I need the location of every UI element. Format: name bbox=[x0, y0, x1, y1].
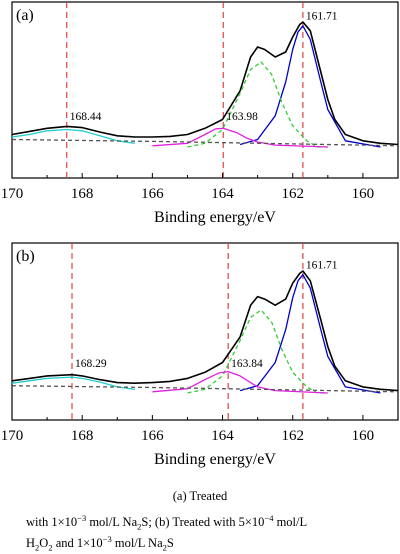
x-tick-label: 168 bbox=[71, 186, 94, 202]
caption-exponent: −4 bbox=[264, 512, 274, 523]
x-tick-label: 162 bbox=[281, 186, 304, 202]
caption-text: H bbox=[26, 536, 36, 550]
caption-exponent: −3 bbox=[77, 512, 87, 523]
peak-annotation: 163.84 bbox=[231, 358, 263, 370]
caption-exponent: −3 bbox=[102, 533, 112, 544]
panel-label: (b) bbox=[16, 248, 35, 265]
series-line bbox=[11, 385, 399, 393]
peak-annotation: 161.71 bbox=[306, 260, 338, 272]
caption-text: with 1×10 bbox=[26, 515, 78, 529]
series-line bbox=[187, 61, 328, 148]
peak-annotation: 161.71 bbox=[306, 11, 338, 23]
caption-text: mol/L Na bbox=[111, 536, 163, 550]
caption-text: mol/L Na bbox=[86, 515, 138, 529]
series-line bbox=[152, 370, 328, 394]
caption-text: S; (b) Treated with 5×10 bbox=[141, 515, 265, 529]
series-line bbox=[187, 309, 328, 394]
x-tick-label: 166 bbox=[141, 428, 164, 444]
x-tick-label: 164 bbox=[211, 186, 234, 202]
x-tick-label: 170 bbox=[1, 428, 24, 444]
series-line bbox=[11, 270, 399, 392]
caption-text: mol/L bbox=[273, 515, 308, 529]
plot-frame bbox=[11, 242, 399, 421]
caption-text: O bbox=[39, 536, 49, 550]
x-tick-label: 166 bbox=[141, 186, 164, 202]
caption-subscript: 2 bbox=[137, 521, 142, 532]
x-tick-label: 160 bbox=[352, 186, 375, 202]
x-axis-label: Binding energy/eV bbox=[154, 451, 276, 468]
caption-subscript: 2 bbox=[162, 542, 167, 553]
x-tick-label: 170 bbox=[1, 186, 24, 202]
caption-text: S bbox=[166, 536, 174, 550]
x-axis-label: Binding energy/eV bbox=[154, 209, 276, 226]
x-tick-label: 164 bbox=[211, 428, 234, 444]
series-line bbox=[11, 21, 399, 146]
caption-line-2: with 1×10−3 mol/L Na2S; (b) Treated with… bbox=[26, 512, 396, 554]
series-line bbox=[11, 128, 135, 144]
caption-subscript: 2 bbox=[48, 542, 53, 553]
caption-line-1: (a) Treated bbox=[0, 489, 400, 504]
x-tick-label: 168 bbox=[71, 428, 94, 444]
series-line bbox=[11, 138, 399, 147]
peak-annotation: 163.98 bbox=[226, 111, 258, 123]
series-line bbox=[239, 274, 381, 394]
peak-annotation: 168.29 bbox=[75, 358, 107, 370]
plot-frame bbox=[11, 1, 399, 179]
x-tick-label: 162 bbox=[281, 428, 304, 444]
peak-annotation: 168.44 bbox=[70, 111, 102, 123]
series-line bbox=[11, 376, 135, 390]
series-line bbox=[239, 25, 381, 148]
caption-text-a: (a) Treated bbox=[172, 489, 228, 503]
caption-subscript: 2 bbox=[35, 542, 40, 553]
caption-text: and 1×10 bbox=[52, 536, 103, 550]
panel-label: (a) bbox=[16, 7, 34, 24]
x-tick-label: 160 bbox=[352, 428, 375, 444]
